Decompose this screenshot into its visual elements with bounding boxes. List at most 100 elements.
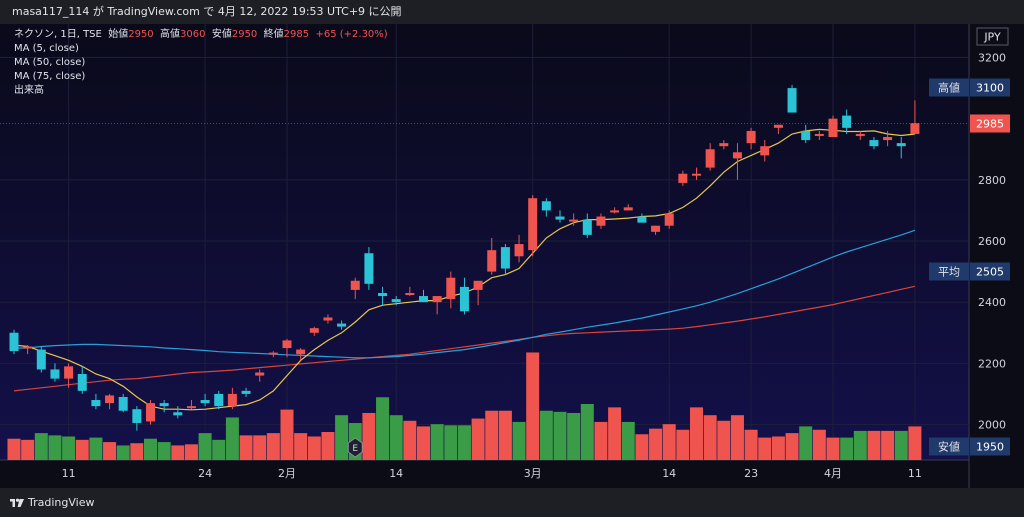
volume-bar-21 <box>294 433 308 460</box>
candle-body-12 <box>173 412 183 416</box>
legend-high-label: 高値 <box>160 29 181 40</box>
price-tag-value-3: 1950 <box>976 441 1004 454</box>
candle-body-22 <box>309 328 319 333</box>
candle-body-35 <box>487 250 497 272</box>
volume-bar-61 <box>840 437 854 460</box>
volume-bar-64 <box>881 430 895 460</box>
candle-body-57 <box>787 88 797 113</box>
volume-bar-22 <box>307 436 321 460</box>
legend-close-label: 終値 <box>263 29 284 40</box>
volume-bar-11 <box>157 442 171 460</box>
volume-bar-29 <box>403 420 417 460</box>
earnings-marker-text: E <box>352 444 358 454</box>
y-tick-2600: 2600 <box>978 235 1006 248</box>
candle-body-50 <box>692 173 701 176</box>
x-tick-66: 11 <box>908 467 922 480</box>
volume-bar-58 <box>799 426 813 460</box>
volume-bar-66 <box>908 426 922 460</box>
x-tick-38: 3月 <box>524 467 542 480</box>
volume-bars <box>7 352 922 460</box>
volume-bar-3 <box>48 435 62 460</box>
y-tick-2200: 2200 <box>978 357 1006 370</box>
y-tick-3200: 3200 <box>978 52 1006 65</box>
legend-ma50[interactable]: MA (50, close) <box>14 57 86 68</box>
candle-body-13 <box>186 406 196 409</box>
candle-body-58 <box>801 130 811 141</box>
candle-body-37 <box>514 244 524 257</box>
volume-bar-65 <box>894 430 908 460</box>
candle-body-45 <box>623 207 633 211</box>
candle-body-1 <box>23 346 33 349</box>
volume-bar-62 <box>853 430 867 460</box>
candle-body-49 <box>678 173 688 183</box>
volume-bar-24 <box>335 415 349 460</box>
price-chart[interactable]: E 3200 2800 2600 2400 2200 2000 11 24 2月 14 3月 14 23… <box>0 24 1024 488</box>
candle-body-52 <box>719 143 729 147</box>
legend-volume[interactable]: 出来高 <box>14 85 44 96</box>
volume-bar-32 <box>444 425 458 460</box>
volume-bar-50 <box>690 407 703 460</box>
volume-bar-31 <box>430 424 444 460</box>
candle-body-56 <box>773 124 783 128</box>
plot-background <box>0 24 969 460</box>
earnings-marker-shape <box>347 437 363 458</box>
candle-body-34 <box>473 280 483 290</box>
candle-body-44 <box>610 210 620 213</box>
volume-bar-7 <box>103 442 117 460</box>
candle-body-4 <box>64 366 74 379</box>
y-tick-2800: 2800 <box>978 174 1006 187</box>
candle-body-53 <box>732 152 742 159</box>
x-tick-14: 24 <box>198 467 212 480</box>
candle-body-6 <box>91 400 101 407</box>
volume-bar-12 <box>171 445 185 460</box>
volume-bar-39 <box>539 410 553 460</box>
candle-body-26 <box>364 253 374 284</box>
legend-open: 2950 <box>128 29 154 40</box>
candle-body-60 <box>828 118 838 138</box>
volume-bar-2 <box>34 433 48 460</box>
candle-body-54 <box>746 130 756 144</box>
candle-body-28 <box>391 299 401 303</box>
price-tag-value-bg-1 <box>970 114 1010 133</box>
tradingview-logo[interactable]: TradingView <box>10 496 94 509</box>
candle-body-40 <box>555 216 565 220</box>
legend-ma75[interactable]: MA (75, close) <box>14 71 86 82</box>
earnings-marker: E <box>347 437 363 458</box>
price-labels: 高値 3100 2985 平均 2505 安値 1950 <box>0 78 1010 456</box>
price-tag-value-bg-3 <box>970 437 1010 456</box>
volume-bar-41 <box>567 412 581 460</box>
volume-bar-36 <box>498 410 512 460</box>
volume-bar-15 <box>212 439 226 460</box>
volume-bar-20 <box>280 409 294 460</box>
volume-bar-4 <box>62 436 76 460</box>
candle-body-64 <box>883 137 893 141</box>
currency-label: JPY <box>983 31 1001 44</box>
volume-bar-33 <box>457 425 471 460</box>
volume-bar-30 <box>417 426 430 460</box>
candle-body-27 <box>378 292 388 297</box>
candle-body-42 <box>582 219 592 235</box>
tradingview-logo-icon <box>10 498 24 507</box>
volume-bar-49 <box>676 429 690 460</box>
volume-bar-34 <box>471 418 485 460</box>
volume-bar-6 <box>89 437 103 460</box>
volume-bar-48 <box>662 424 676 460</box>
legend-ma5[interactable]: MA (5, close) <box>14 43 79 54</box>
volume-bar-45 <box>621 421 635 460</box>
volume-bar-13 <box>184 444 198 460</box>
volume-bar-14 <box>198 433 212 460</box>
candle-body-36 <box>500 247 510 269</box>
volume-bar-19 <box>266 433 280 460</box>
price-tag-value-0: 3100 <box>976 82 1004 95</box>
candle-body-38 <box>528 198 538 251</box>
publish-info-text: masa117_114 が TradingView.com で 4月 12, 2… <box>12 5 402 18</box>
candle-body-3 <box>50 369 60 379</box>
candle-body-62 <box>855 133 865 136</box>
candle-body-61 <box>842 115 852 128</box>
x-tick-60: 4月 <box>824 467 842 480</box>
volume-bar-26 <box>362 412 376 460</box>
footer-bar: TradingView <box>0 488 1024 517</box>
candle-body-39 <box>541 201 551 211</box>
volume-bar-51 <box>703 415 717 460</box>
candle-body-5 <box>77 374 87 391</box>
